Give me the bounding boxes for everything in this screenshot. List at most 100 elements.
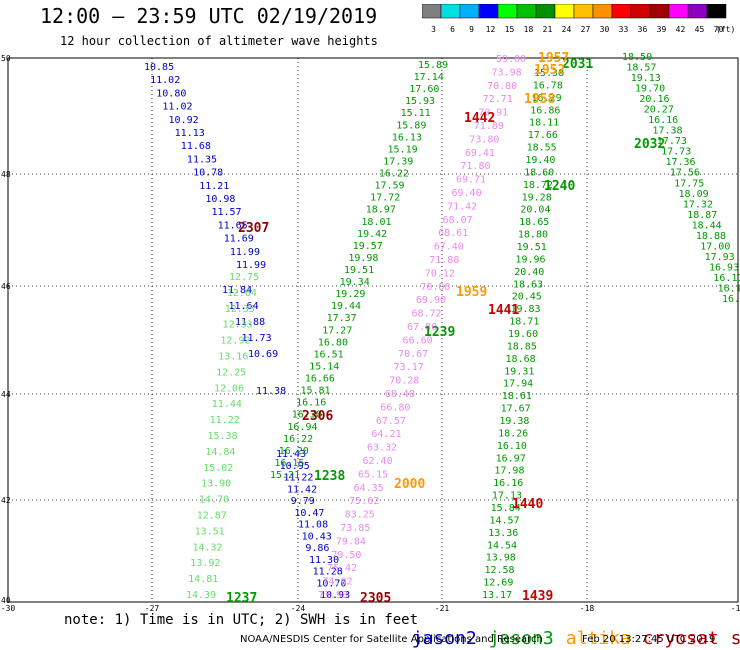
wave-height-label: 66.80 [380,402,410,413]
wave-height-label: 18.55 [527,143,557,154]
wave-height-label: 12.75 [229,272,259,283]
wave-height-label: 11.99 [230,247,260,258]
wave-height-label: 12.35 [225,304,255,315]
pass-time-label: 1441 [488,303,519,318]
pass-time-label: 1239 [424,325,455,340]
wave-height-label: 15.84 [491,503,521,514]
legend-jason3: jason3 [488,628,554,649]
wave-height-label: 16.22 [283,434,313,445]
wave-height-label: 16.80 [318,337,348,348]
wave-height-label: 18.63 [513,279,543,290]
wave-height-label: 11.99 [236,260,266,271]
wave-height-label: 12.33 [223,320,253,331]
wave-height-label: 11.42 [287,484,317,495]
wave-height-label: 12.58 [484,565,514,576]
wave-height-label: 11.22 [283,473,313,484]
wave-height-label: 11.69 [224,234,254,245]
wave-height-label: 11.73 [242,333,272,344]
wave-height-label: 19.96 [515,254,545,265]
pass-time-label: 1238 [314,469,345,484]
wave-height-label: 18.44 [692,220,722,231]
wave-height-label: 68.72 [411,309,441,320]
wave-height-label: 19.83 [510,304,540,315]
wave-height-label: 18.97 [366,205,396,216]
wave-height-label: 69.71 [456,175,486,186]
wave-height-label: 15.11 [401,108,431,119]
wave-height-label: 17.94 [503,379,533,390]
colorbar-tick: 18 [524,25,534,34]
map-title: 12:00 – 23:59 UTC 02/19/2019 [40,4,378,28]
wave-height-label: 11.64 [229,301,259,312]
wave-height-label: 19.42 [357,229,387,240]
wave-height-label: 12.06 [214,383,244,394]
lat-label: 50 [1,54,11,63]
pass-time-label: 1440 [512,497,543,512]
wave-height-label: 16.86 [530,105,560,116]
wave-height-label: 12.69 [483,578,513,589]
pass-time-label: 1237 [226,591,257,606]
wave-height-label: 10.92 [169,115,199,126]
wave-height-label: 72.71 [483,94,513,105]
wave-height-label: 16.97 [496,453,526,464]
lat-label: 42 [1,496,11,505]
wave-height-label: 17.13 [492,491,522,502]
note-text: note: 1) Time is in UTC; 2) SWH is in fe… [64,612,419,628]
pass-time-label: 2032 [634,137,665,152]
wave-height-label: 20.40 [514,267,544,278]
wave-height-label: 10.47 [294,508,324,519]
pass-time-label: 2305 [360,591,391,606]
wave-height-label: 70.08 [420,282,450,293]
wave-height-map: 50 48 46 44 42 40-30 -27 -24 -21 -18 -15 10.85 11.02… [1,51,740,612]
colorbar-tick: 9 [469,25,474,34]
wave-height-label: 11.08 [298,520,328,531]
wave-height-label: 18.61 [502,391,532,402]
wave-height-label: 69.41 [465,148,495,159]
wave-height-label: 19.44 [331,301,361,312]
wave-height-label: 18.87 [687,210,717,221]
wave-height-label: 79.50 [331,550,361,561]
wave-height-label: 19.40 [525,155,555,166]
wave-height-label: 15.89 [418,60,448,71]
pass-time-label: 1240 [544,179,575,194]
wave-height-label: 73.98 [492,67,522,78]
colorbar-tick: 30 [600,25,610,34]
wave-height-label: 19.28 [522,192,552,203]
wave-height-label: 15.19 [388,144,418,155]
wave-height-label: 11.44 [212,399,242,410]
wave-height-label: 9.79 [291,496,315,507]
wave-height-label: 67.80 [407,322,437,333]
wave-height-label: 70.91 [478,108,508,119]
wave-height-label: 13.92 [190,558,220,569]
wave-height-label: 18.60 [524,167,554,178]
wave-height-label: 19.70 [635,84,665,95]
wave-height-label: 17.73 [657,136,687,147]
wave-height-label: 14.57 [489,515,519,526]
wave-height-label: 11.68 [181,141,211,152]
wave-height-label: 71.89 [474,121,504,132]
wave-height-label: 18.68 [506,354,536,365]
wave-height-label: 13.51 [195,526,225,537]
wave-height-label: 71.80 [460,161,490,172]
wave-height-label: 10.80 [156,88,186,99]
wave-height-label: 16.13 [392,132,422,143]
wave-height-label: 15.81 [300,386,330,397]
satellite-legend: jason2 jason3 altika cryosat s3a [390,607,740,649]
wave-height-label: 18.71 [509,317,539,328]
lon-label: -27 [145,604,160,612]
wave-height-label: 14.70 [199,495,229,506]
wave-height-label: 11.84 [222,285,252,296]
pass-time-label: 1952 [534,63,565,78]
wave-height-label: 16.20 [279,446,309,457]
wave-height-label: 16.51 [314,349,344,360]
wave-height-label: 70.12 [425,268,455,279]
wave-height-label: 18.01 [361,217,391,228]
wave-height-label: 66.60 [403,335,433,346]
wave-height-label: 13.36 [488,528,518,539]
wave-height-label: 70.67 [398,349,428,360]
wave-height-label: 15.14 [309,361,339,372]
wave-height-label: 13.16 [218,352,248,363]
wave-height-label: 19.51 [517,242,547,253]
wave-height-label: 17.36 [665,157,695,168]
wave-height-label: 17.66 [528,130,558,141]
wave-height-label: 69.40 [452,188,482,199]
